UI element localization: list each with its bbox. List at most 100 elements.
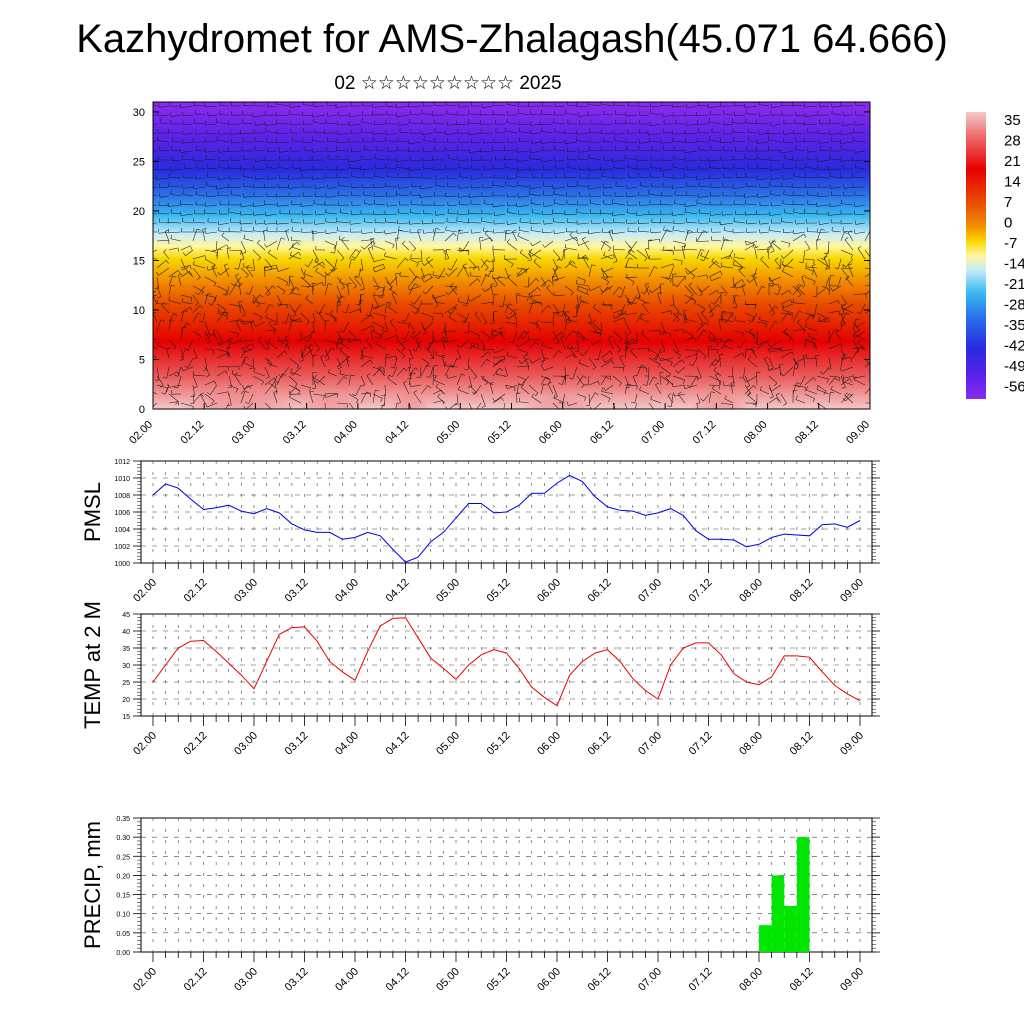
- wind-barb: [751, 312, 758, 323]
- wind-barb: [336, 105, 350, 108]
- wind-barb: [205, 150, 218, 153]
- wind-barb: [620, 285, 626, 298]
- wind-barb-flag: [553, 145, 555, 150]
- cross-y-tick-label: 15: [133, 255, 145, 267]
- wind-barb-flag: [228, 208, 230, 213]
- wind-barb: [434, 204, 446, 207]
- wind-barb: [313, 203, 326, 206]
- wind-barb: [528, 384, 539, 394]
- wind-barb: [216, 186, 230, 190]
- wind-barb-flag: [305, 295, 309, 299]
- wind-barb-flag: [768, 348, 770, 353]
- wind-barb-flag: [374, 154, 376, 159]
- wind-barb: [828, 357, 832, 369]
- wind-barb: [746, 185, 758, 188]
- wind-barb: [624, 339, 628, 350]
- wind-barb: [792, 186, 806, 188]
- wind-barb-flag: [752, 316, 755, 321]
- wind-barb: [395, 238, 398, 251]
- wind-barb: [153, 168, 158, 170]
- wind-barb: [264, 222, 278, 225]
- wind-barb-flag: [642, 302, 646, 306]
- wind-barb: [320, 356, 326, 368]
- wind-barb: [708, 290, 718, 296]
- wind-barb: [327, 158, 338, 161]
- wind-barb: [481, 220, 494, 224]
- wind-barb: [847, 232, 854, 242]
- wind-barb: [600, 321, 602, 334]
- wind-barb: [640, 318, 650, 323]
- wind-barb: [231, 141, 242, 144]
- wind-barb-flag: [774, 382, 778, 387]
- wind-barb-flag: [846, 312, 851, 315]
- wind-barb: [799, 375, 806, 388]
- wind-barb-flag: [499, 367, 503, 371]
- wind-barb: [842, 230, 854, 233]
- wind-barb: [336, 337, 339, 350]
- wind-barb: [819, 105, 830, 108]
- wind-barb-flag: [246, 264, 250, 268]
- wind-barb: [441, 355, 446, 368]
- wind-barb: [446, 113, 458, 116]
- wind-barb: [470, 203, 482, 206]
- wind-barb: [687, 267, 698, 275]
- wind-barb: [806, 194, 818, 197]
- wind-barb: [793, 175, 806, 179]
- wind-barb-flag: [228, 352, 231, 357]
- wind-barb: [648, 348, 658, 355]
- wind-barb-flag: [630, 249, 635, 253]
- wind-barb: [336, 330, 344, 343]
- wind-barb: [420, 321, 427, 333]
- wind-barb: [252, 301, 266, 305]
- wind-barb-flag: [529, 359, 533, 364]
- wind-barb-flag: [683, 322, 688, 324]
- wind-barb-flag: [147, 307, 148, 311]
- wind-barb: [804, 212, 818, 215]
- wind-barb: [348, 308, 360, 314]
- wind-barb-flag: [336, 226, 338, 231]
- wind-barb-flag: [638, 294, 641, 299]
- wind-barb: [495, 131, 506, 134]
- wind-barb-flag: [292, 314, 297, 317]
- wind-barb: [432, 400, 443, 404]
- wind-barb-flag: [681, 260, 683, 265]
- wind-barb: [240, 385, 249, 395]
- y-tick-label: 0.20: [116, 873, 130, 880]
- wind-barb-flag: [744, 154, 746, 159]
- wind-barb: [312, 282, 323, 287]
- wind-barb: [517, 235, 530, 242]
- wind-barb: [240, 339, 254, 342]
- wind-barb: [613, 167, 626, 170]
- wind-barb-flag: [503, 375, 508, 377]
- wind-barb: [326, 150, 338, 152]
- wind-barb: [775, 394, 782, 404]
- wind-barb: [288, 177, 302, 180]
- wind-barb: [854, 213, 866, 216]
- wind-barb: [767, 247, 770, 260]
- wind-barb-flag: [681, 359, 685, 363]
- wind-barb-flag: [697, 377, 702, 380]
- wind-barb: [462, 265, 470, 278]
- wind-barb-flag: [291, 163, 293, 168]
- wind-barb: [290, 105, 302, 108]
- wind-barb: [336, 295, 342, 305]
- wind-barb: [312, 321, 315, 333]
- wind-barb: [738, 269, 746, 278]
- wind-barb-flag: [342, 311, 347, 314]
- wind-barb: [394, 357, 398, 369]
- wind-barb: [220, 267, 230, 276]
- wind-barb: [168, 401, 179, 404]
- wind-barb-flag: [361, 127, 363, 132]
- wind-barb-flag: [700, 310, 705, 314]
- wind-barb: [195, 150, 206, 152]
- wind-barb: [373, 203, 386, 206]
- wind-barb-flag: [484, 267, 489, 271]
- wind-barb-flag: [156, 341, 159, 346]
- wind-barb-flag: [516, 323, 518, 329]
- wind-barb: [521, 386, 530, 395]
- wind-barb: [240, 347, 248, 359]
- wind-barb-flag: [338, 235, 341, 240]
- wind-barb-flag: [599, 332, 601, 337]
- wind-barb-flag: [765, 341, 769, 345]
- wind-barb: [711, 131, 722, 134]
